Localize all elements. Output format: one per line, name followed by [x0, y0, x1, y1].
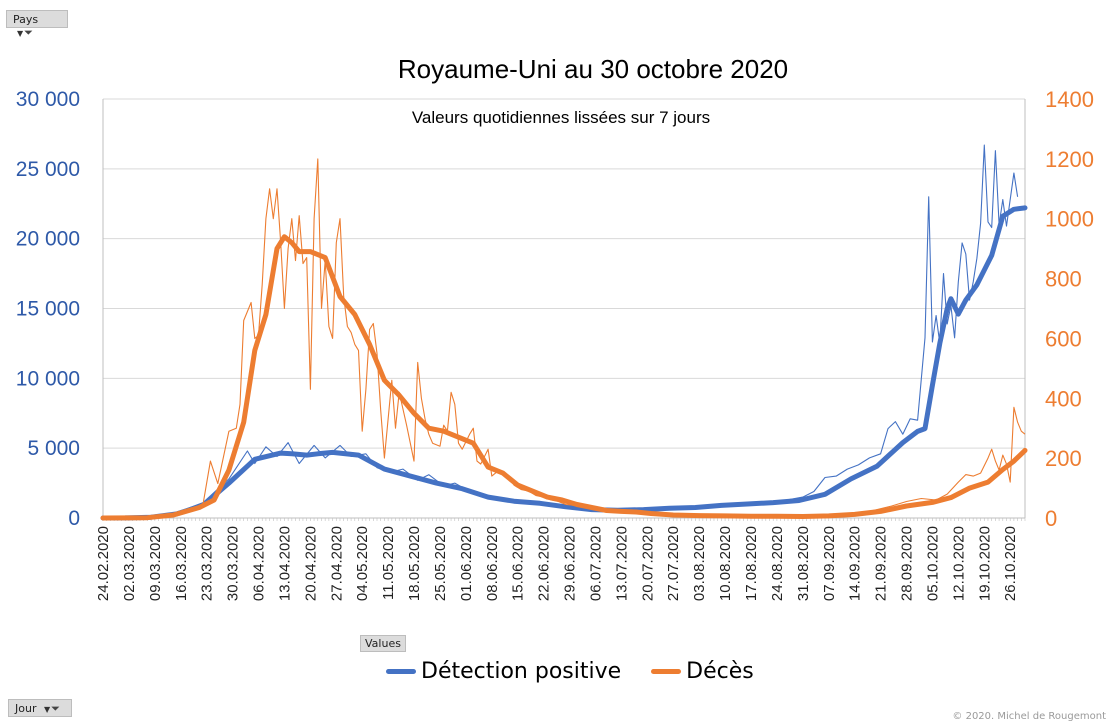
legend-label-deces: Décès	[686, 659, 754, 684]
x-tick-label: 06.04.2020	[251, 526, 268, 601]
series-layer	[100, 144, 1028, 521]
left-tick-label: 0	[68, 507, 80, 530]
funnel-icon: ⏷	[51, 702, 60, 715]
x-tick-label: 11.05.2020	[380, 526, 397, 600]
x-tick-label: 12.10.2020	[950, 526, 967, 601]
left-tick-label: 10 000	[16, 367, 80, 390]
x-tick-label: 16.03.2020	[173, 526, 190, 601]
x-tick-label: 27.04.2020	[328, 526, 345, 601]
x-tick-label: 05.10.2020	[924, 526, 941, 601]
legend-label-detection: Détection positive	[421, 659, 622, 684]
x-tick-label: 13.07.2020	[613, 526, 630, 601]
x-tick-label: 31.08.2020	[795, 526, 812, 601]
grid-lines	[103, 98, 1025, 449]
x-tick-label: 04.05.2020	[354, 526, 371, 601]
right-tick-label: 0	[1045, 506, 1057, 531]
values-field-label: Values	[365, 637, 401, 650]
legend-item-detection: Détection positive	[386, 659, 621, 684]
right-tick-label: 1200	[1045, 147, 1094, 172]
legend-swatch-detection	[386, 669, 416, 674]
legend-swatch-deces	[651, 669, 682, 674]
x-tick-label: 14.09.2020	[847, 526, 864, 601]
left-tick-label: 30 000	[16, 88, 80, 111]
right-tick-label: 1400	[1045, 87, 1094, 112]
chart-title: Royaume-Uni au 30 octobre 2020	[398, 54, 788, 84]
jour-filter-label: Jour	[15, 702, 37, 715]
x-tick-label: 07.09.2020	[821, 526, 838, 601]
x-tick-label: 24.08.2020	[769, 526, 786, 601]
left-tick-label: 15 000	[16, 298, 80, 321]
x-tick-label: 18.05.2020	[406, 526, 423, 601]
x-tick-label: 17.08.2020	[743, 526, 760, 601]
left-axis-ticks: 0 5 000 10 000 15 000 20 000 25 000 30 000	[16, 88, 80, 530]
x-tick-label: 01.06.2020	[458, 526, 475, 601]
dropdown-arrow-icon: ▼	[17, 29, 24, 38]
x-tick-label: 30.03.2020	[225, 526, 242, 601]
x-tick-label: 06.07.2020	[587, 526, 604, 601]
legend-item-deces: Décès	[651, 659, 754, 684]
x-tick-label: 20.07.2020	[639, 526, 656, 601]
x-tick-label: 02.03.2020	[121, 526, 138, 601]
x-tick-label: 25.05.2020	[432, 526, 449, 601]
right-tick-label: 600	[1045, 326, 1082, 351]
right-tick-label: 1000	[1045, 207, 1094, 232]
x-tick-label: 09.03.2020	[147, 526, 164, 601]
x-tick-label: 27.07.2020	[665, 526, 682, 601]
x-tick-label: 20.04.2020	[302, 526, 319, 601]
right-tick-label: 400	[1045, 386, 1082, 411]
x-tick-label: 15.06.2020	[510, 526, 527, 601]
x-tick-label: 29.06.2020	[562, 526, 579, 601]
x-tick-label: 24.02.2020	[95, 526, 112, 601]
funnel-icon: ⏷	[24, 26, 33, 39]
jour-filter-button[interactable]: Jour ▼⏷	[8, 699, 72, 717]
left-tick-label: 25 000	[16, 158, 80, 181]
x-tick-label: 08.06.2020	[484, 526, 501, 601]
x-tick-label: 19.10.2020	[976, 526, 993, 601]
series-deces-daily-line	[102, 158, 1026, 519]
x-tick-label: 23.03.2020	[199, 526, 216, 601]
x-tick-label: 10.08.2020	[717, 526, 734, 601]
chart-axes	[102, 99, 1026, 521]
left-tick-label: 5 000	[27, 437, 80, 460]
x-axis-ticks: 24.02.2020 02.03.2020 09.03.2020 16.03.2020…	[95, 526, 1019, 601]
chart-legend: Détection positive Décès	[386, 659, 784, 684]
left-tick-label: 20 000	[16, 228, 80, 251]
pays-filter-label: Pays	[13, 13, 39, 26]
pays-filter-button[interactable]: Pays ▼⏷	[6, 10, 68, 39]
x-tick-label: 28.09.2020	[899, 526, 916, 601]
series-deces-smoothed-line	[100, 234, 1028, 521]
x-tick-label: 13.04.2020	[276, 526, 293, 601]
chart-subtitle: Valeurs quotidiennes lissées sur 7 jours	[412, 108, 710, 127]
x-tick-label: 21.09.2020	[873, 526, 890, 601]
x-tick-label: 03.08.2020	[691, 526, 708, 601]
series-detection-smoothed-line	[100, 205, 1028, 521]
copyright-text: © 2020. Michel de Rougemont	[952, 711, 1106, 722]
right-axis-ticks: 0 200 400 600 800 1000 1200 1400	[1045, 87, 1094, 531]
right-tick-label: 200	[1045, 446, 1082, 471]
x-tick-label: 22.06.2020	[536, 526, 553, 601]
values-field-button[interactable]: Values	[360, 635, 406, 652]
right-tick-label: 800	[1045, 267, 1082, 292]
x-tick-label: 26.10.2020	[1002, 526, 1019, 601]
dropdown-arrow-icon: ▼	[43, 705, 51, 714]
